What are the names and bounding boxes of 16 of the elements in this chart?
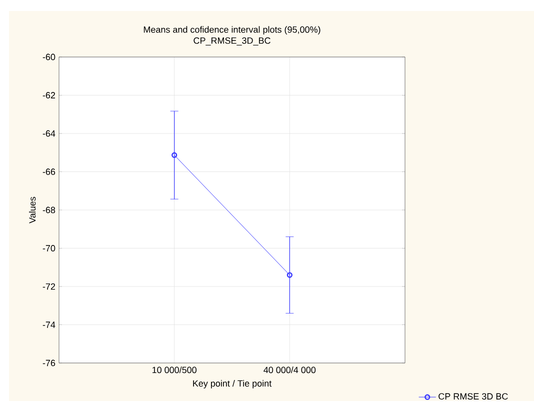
chart-title: Means and cofidence interval plots (95,00%) <box>144 26 320 35</box>
y-tick-label: -62 <box>42 92 56 98</box>
y-tick-label: -76 <box>42 360 56 366</box>
legend-label: CP RMSE 3D BC <box>438 393 508 400</box>
y-tick-label: -68 <box>42 206 56 214</box>
y-tick-label: -66 <box>42 168 56 175</box>
y-axis-title: Values <box>28 196 36 224</box>
x-tick-label: 40 000/4 000 <box>264 366 316 374</box>
x-tick-label: 10 000/500 <box>152 366 196 374</box>
y-tick-label: -64 <box>42 130 56 137</box>
y-tick-label: -70 <box>42 245 56 252</box>
y-tick-label: -72 <box>42 283 56 290</box>
y-tick-label: -74 <box>42 322 56 328</box>
y-tick-label: -60 <box>42 54 56 60</box>
x-axis-title: Key point / Tie point <box>193 380 272 388</box>
chart-subtitle: CP_RMSE_3D_BC <box>194 37 270 46</box>
